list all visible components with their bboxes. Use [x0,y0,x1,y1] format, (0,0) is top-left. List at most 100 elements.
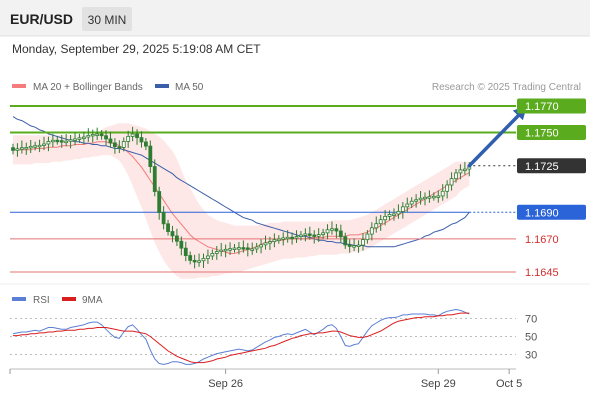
candle [143,141,148,147]
legend-bollinger-label: MA 20 + Bollinger Bands [33,82,143,93]
candle [73,138,77,141]
level-label-1.1750: 1.1750 [525,128,559,140]
candle [28,145,33,149]
candle [378,219,383,225]
candle [170,231,175,237]
candle [241,247,246,250]
candle [117,146,122,149]
candle [276,238,281,242]
candle [294,236,299,239]
candle [112,142,117,148]
legend-ma50-swatch [155,84,169,88]
candle [228,248,232,251]
candle [81,136,86,139]
candle [462,168,467,171]
candle [104,135,108,140]
candle [219,249,224,253]
candle [121,141,126,148]
datetime-label: Monday, September 29, 2025 5:19:08 AM CE… [12,42,261,56]
candle [68,139,73,142]
candle [268,241,272,244]
candle [427,196,432,199]
candle [46,141,51,145]
candle [458,169,463,174]
price-chart [10,104,527,279]
candle [179,240,184,249]
candle [86,134,91,138]
candle [259,244,263,248]
candle [440,190,445,197]
candle [374,223,379,229]
candle [206,255,210,259]
candle [15,148,20,151]
candle [272,239,277,243]
candle [321,232,326,235]
candle [135,133,139,138]
legend-ma50-label: MA 50 [175,82,204,93]
candle [130,133,135,137]
level-label-1.1670: 1.1670 [525,234,559,246]
candle [405,203,410,208]
candle [369,227,374,235]
candle [139,137,144,143]
legend-9ma-swatch [62,297,76,301]
candle [285,236,290,240]
candle [436,195,441,198]
candle [232,247,237,250]
candle [431,195,436,199]
candle [126,135,131,142]
candle [33,145,38,148]
candle [166,223,170,232]
candle [152,166,157,192]
candle [250,248,255,251]
candle [254,246,259,250]
candle [281,237,286,240]
candle [312,234,317,237]
candle [161,212,166,225]
rsi-tick-30: 30 [525,350,537,362]
x-axis: Sep 26 Sep 29 Oct 5 [9,369,522,390]
candle [330,228,334,231]
candle [99,133,104,137]
candle [214,251,219,254]
candle [383,215,388,221]
candle [316,234,321,237]
candle [19,147,24,150]
candle [183,247,188,256]
candle [290,236,294,240]
candle [237,247,241,250]
candle [454,172,458,180]
x-tick-label: Sep 29 [421,378,456,390]
candle [352,245,357,248]
candle [361,239,365,246]
candle [338,230,343,238]
candle [418,197,423,201]
candle [197,260,201,263]
level-tag-1.1750 [517,125,586,141]
legend-rsi-label: RSI [33,295,50,306]
candle [42,143,46,146]
candle [423,196,427,200]
candle [409,200,414,205]
candle [365,233,370,241]
rsi-9ma-line [13,312,470,364]
timeframe-badge [82,7,132,31]
legend-bollinger-swatch [12,84,26,88]
candle [334,228,339,232]
candle [400,206,405,212]
timeframe-label: 30 MIN [88,13,127,27]
candle [64,140,69,144]
candle [445,184,450,192]
candle [11,147,15,151]
x-tick-label: Sep 26 [208,378,243,390]
candle [263,242,268,246]
candle [307,233,312,236]
candle [303,233,308,236]
candle [210,253,215,257]
candle [148,145,153,167]
level-label-1.1645: 1.1645 [525,267,559,279]
candle [90,134,95,137]
candle [356,244,361,247]
